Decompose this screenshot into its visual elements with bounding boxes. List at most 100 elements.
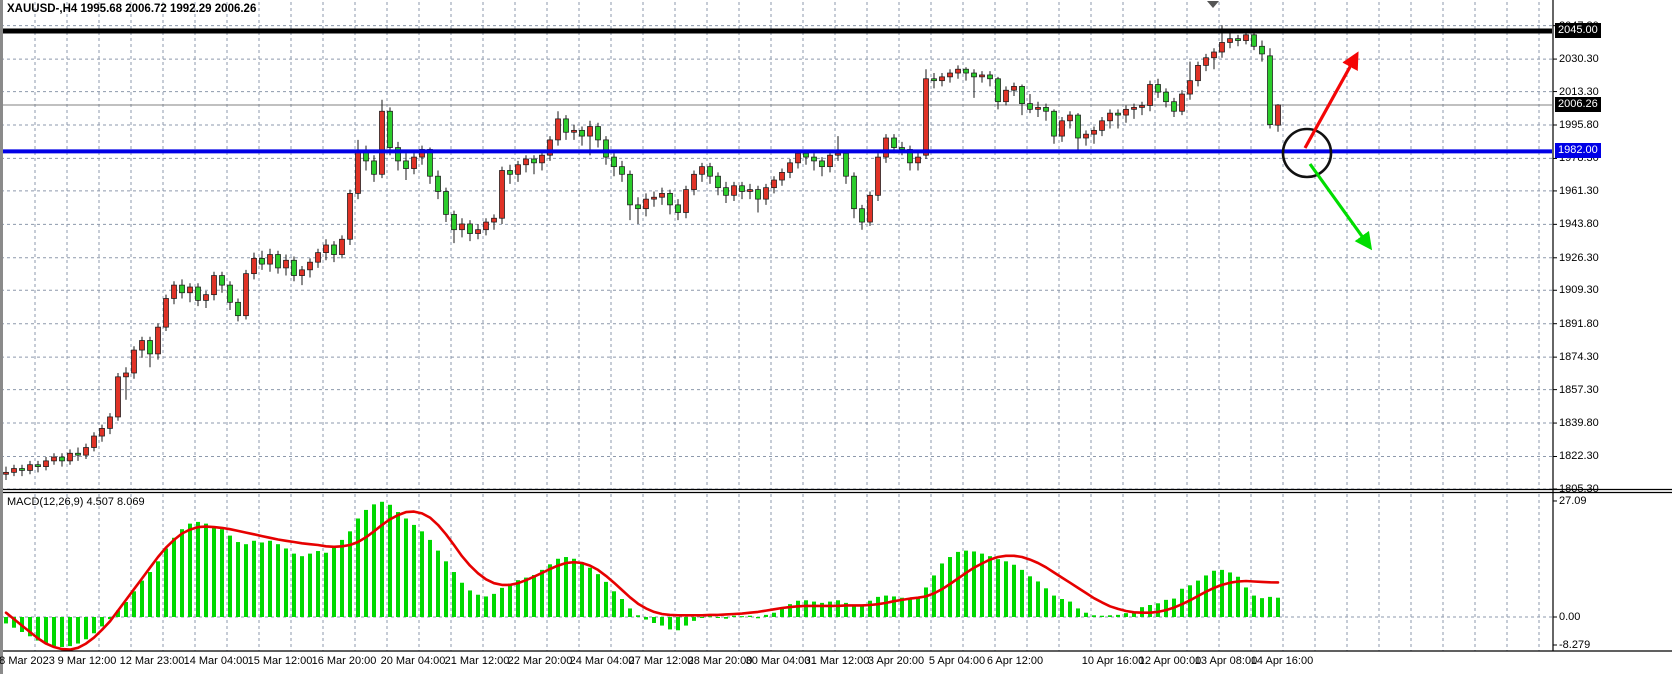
candle-bull (771, 179, 777, 189)
candle-bear (843, 152, 849, 177)
candle-bull (283, 259, 289, 269)
candle-bull (883, 137, 889, 158)
bearish-arrow-object[interactable] (1308, 163, 1373, 251)
macd-histogram-bar (92, 617, 96, 634)
time-axis-label: 9 Mar 12:00 (57, 655, 117, 667)
macd-histogram-bar (804, 600, 808, 617)
candle-bull (955, 68, 961, 74)
candle-bull (11, 468, 17, 473)
time-axis-label: 5 Apr 04:00 (928, 655, 986, 667)
macd-histogram-bar (540, 569, 544, 617)
candle-bull (1123, 108, 1129, 116)
candle-bull (1227, 38, 1233, 43)
candle-bull (779, 172, 785, 181)
candle-bull (355, 150, 361, 194)
macd-histogram-bar (156, 561, 160, 617)
price-axis-label: 1961.30 (1559, 184, 1599, 197)
candle-bear (891, 137, 897, 148)
macd-histogram-bar (756, 617, 760, 619)
price-axis-label: 1909.30 (1559, 284, 1599, 297)
candle-bull (867, 194, 873, 223)
macd-histogram-bar (468, 590, 472, 617)
macd-histogram-bar (476, 594, 480, 617)
macd-histogram-bar (1036, 581, 1040, 617)
macd-histogram-bar (676, 617, 680, 631)
macd-histogram-bar (204, 523, 208, 617)
macd-histogram-bar (396, 512, 400, 617)
candle-bull (187, 286, 193, 294)
candle-bear (427, 149, 433, 177)
candle-bear (147, 340, 153, 355)
macd-histogram-bar (660, 617, 664, 626)
macd-histogram-bar (52, 617, 56, 647)
candle-bull (587, 126, 593, 137)
macd-histogram-bar (596, 574, 600, 617)
candle-bear (675, 204, 681, 213)
macd-histogram-bar (4, 617, 8, 624)
macd-histogram-bar (1012, 564, 1016, 617)
macd-histogram-bar (116, 610, 120, 617)
macd-histogram-bar (220, 529, 224, 617)
candle-bull (1275, 104, 1281, 126)
macd-histogram-bar (556, 558, 560, 617)
macd-histogram-bar (284, 548, 288, 617)
candle-bear (611, 156, 617, 168)
bullish-arrow-object[interactable] (1303, 51, 1359, 149)
candle-bull (795, 152, 801, 164)
candle-bull (1147, 84, 1153, 106)
candle-bull (251, 257, 257, 275)
candle-bear (859, 208, 865, 223)
macd-histogram-bar (108, 617, 112, 620)
candle-bull (123, 372, 129, 378)
time-axis-label: 16 Mar 20:00 (311, 655, 377, 667)
candle-bull (491, 217, 497, 223)
candle-bull (131, 349, 137, 374)
candle-bull (1203, 57, 1209, 66)
macd-histogram-bar (1220, 569, 1224, 617)
macd-histogram-bar (1268, 596, 1272, 617)
highlight-circle-object[interactable] (1281, 127, 1333, 179)
candle-bear (19, 468, 25, 471)
time-axis-label: 30 Mar 04:00 (745, 655, 811, 667)
price-axis-label: 1805.30 (1559, 482, 1599, 495)
candle-bear (1051, 110, 1057, 137)
candle-bull (747, 189, 753, 192)
macd-histogram-bar (484, 596, 488, 617)
macd-histogram-bar (820, 602, 824, 617)
chart-shift-marker (1207, 1, 1219, 8)
macd-histogram-bar (188, 523, 192, 617)
candle-bear (179, 284, 185, 294)
candle-bear (1251, 34, 1257, 47)
candle-bear (995, 78, 1001, 103)
candle-bear (435, 175, 441, 192)
candle-bear (1019, 86, 1025, 104)
candle-bull (555, 118, 561, 141)
time-axis-label: 21 Mar 12:00 (444, 655, 510, 667)
candle-bear (723, 187, 729, 196)
macd-histogram-bar (164, 548, 168, 617)
macd-histogram-bar (828, 601, 832, 617)
macd-histogram-bar (852, 605, 856, 617)
macd-histogram-bar (868, 600, 872, 617)
macd-histogram-bar (428, 539, 432, 617)
time-axis-label: 3 Apr 20:00 (867, 655, 925, 667)
macd-histogram-bar (84, 617, 88, 640)
macd-histogram-bar (1148, 605, 1152, 617)
candle-bear (595, 126, 601, 141)
macd-histogram-bar (764, 614, 768, 617)
time-axis-label: 15 Mar 12:00 (247, 655, 313, 667)
macd-histogram-bar (324, 552, 328, 617)
candle-bull (67, 452, 73, 462)
candle-bear (387, 110, 393, 148)
candle-bear (219, 275, 225, 286)
candle-bull (379, 110, 385, 175)
candle-bull (659, 193, 665, 198)
macd-histogram-bar (100, 617, 104, 627)
macd-histogram-bar (948, 557, 952, 617)
candle-bear (275, 254, 281, 269)
macd-histogram-bar (1060, 599, 1064, 617)
candle-bull (691, 173, 697, 190)
macd-histogram-bar (452, 572, 456, 617)
